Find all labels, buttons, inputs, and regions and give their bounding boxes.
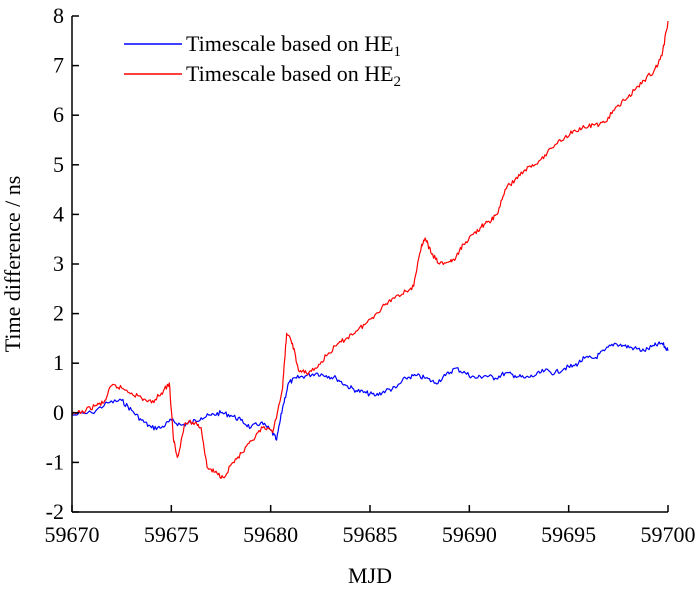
legend-label-1: Timescale based on HE1	[186, 31, 401, 60]
y-tick-label: -2	[46, 499, 64, 524]
ticks-layer: 59670 59675 59680 59685 59690 59695 59700 -2 -1 0…	[45, 3, 696, 547]
y-tick-label: 8	[53, 3, 64, 28]
axes	[71, 16, 668, 513]
x-tick-label: 59700	[641, 522, 696, 547]
y-tick-label: 0	[53, 400, 64, 425]
y-tick-label: 4	[53, 201, 64, 226]
y-tick-label: 1	[53, 350, 64, 375]
y-tick-label: 7	[53, 53, 64, 78]
legend-label-2: Timescale based on HE2	[186, 61, 401, 90]
x-tick-label: 59685	[343, 522, 398, 547]
y-tick-label: 2	[53, 301, 64, 326]
x-axis-label: MJD	[348, 563, 392, 588]
x-tick-label: 59680	[243, 522, 298, 547]
y-tick-label: 3	[53, 251, 64, 276]
series-layer	[71, 20, 669, 479]
y-tick-label: 6	[53, 102, 64, 127]
series-line-1	[71, 341, 669, 441]
y-tick-label: 5	[53, 152, 64, 177]
x-tick-label: 59695	[541, 522, 596, 547]
x-tick-label: 59690	[442, 522, 497, 547]
series-line-2	[71, 20, 669, 479]
y-tick-label: -1	[46, 449, 64, 474]
x-tick-label: 59675	[144, 522, 199, 547]
x-tick-label: 59670	[45, 522, 100, 547]
y-axis-label: Time difference / ns	[0, 176, 25, 353]
